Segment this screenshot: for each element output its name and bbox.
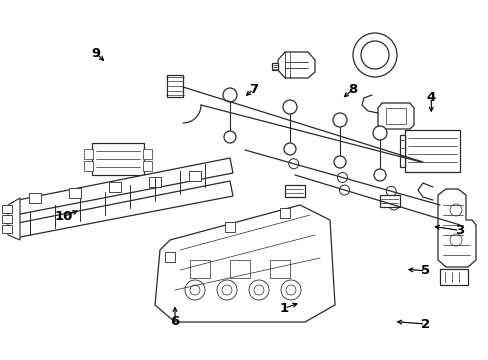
Bar xyxy=(404,130,459,172)
Text: 1: 1 xyxy=(280,302,288,315)
Circle shape xyxy=(449,204,461,216)
Bar xyxy=(84,161,93,171)
Bar xyxy=(285,185,305,197)
Circle shape xyxy=(388,200,398,210)
Circle shape xyxy=(222,285,231,295)
Bar xyxy=(142,161,152,171)
Bar xyxy=(379,195,399,207)
Text: 3: 3 xyxy=(454,224,463,237)
Polygon shape xyxy=(377,103,413,129)
Bar xyxy=(92,143,143,175)
Circle shape xyxy=(449,234,461,246)
Circle shape xyxy=(332,113,346,127)
Circle shape xyxy=(386,186,395,196)
Polygon shape xyxy=(8,198,20,240)
Circle shape xyxy=(337,172,347,183)
Circle shape xyxy=(339,185,349,195)
Bar xyxy=(229,260,249,278)
Bar xyxy=(224,222,235,232)
Circle shape xyxy=(360,41,388,69)
Circle shape xyxy=(253,285,264,295)
Text: 6: 6 xyxy=(170,315,179,328)
Circle shape xyxy=(284,143,295,155)
Circle shape xyxy=(217,280,237,300)
Polygon shape xyxy=(29,193,41,203)
Bar xyxy=(439,269,467,285)
Circle shape xyxy=(190,285,200,295)
Bar xyxy=(280,208,289,218)
Bar xyxy=(2,205,12,213)
Circle shape xyxy=(333,156,346,168)
Bar xyxy=(399,135,404,167)
Text: 7: 7 xyxy=(248,83,257,96)
Polygon shape xyxy=(278,52,314,78)
Bar xyxy=(167,75,183,97)
Circle shape xyxy=(372,126,386,140)
Bar xyxy=(84,149,93,159)
Bar xyxy=(164,252,175,262)
Circle shape xyxy=(373,169,385,181)
Circle shape xyxy=(248,280,268,300)
Polygon shape xyxy=(15,158,232,215)
Polygon shape xyxy=(69,188,81,198)
Polygon shape xyxy=(437,189,475,267)
Bar xyxy=(2,225,12,233)
Circle shape xyxy=(224,131,236,143)
Circle shape xyxy=(184,280,204,300)
Circle shape xyxy=(352,33,396,77)
Bar xyxy=(269,260,289,278)
Bar xyxy=(142,149,152,159)
Polygon shape xyxy=(149,176,161,186)
Polygon shape xyxy=(15,181,232,238)
Circle shape xyxy=(223,88,237,102)
Text: 4: 4 xyxy=(426,91,435,104)
Bar xyxy=(2,215,12,223)
Circle shape xyxy=(285,285,295,295)
Text: 9: 9 xyxy=(91,47,100,60)
Bar xyxy=(385,108,405,124)
Bar xyxy=(190,260,209,278)
Text: 5: 5 xyxy=(420,264,429,277)
Text: 8: 8 xyxy=(348,83,357,96)
Text: 2: 2 xyxy=(420,318,429,330)
Circle shape xyxy=(288,159,298,169)
Polygon shape xyxy=(189,171,201,181)
Circle shape xyxy=(281,280,301,300)
Polygon shape xyxy=(109,182,121,192)
Circle shape xyxy=(283,100,296,114)
Polygon shape xyxy=(155,205,334,322)
Polygon shape xyxy=(271,63,278,70)
Text: 10: 10 xyxy=(54,210,73,223)
